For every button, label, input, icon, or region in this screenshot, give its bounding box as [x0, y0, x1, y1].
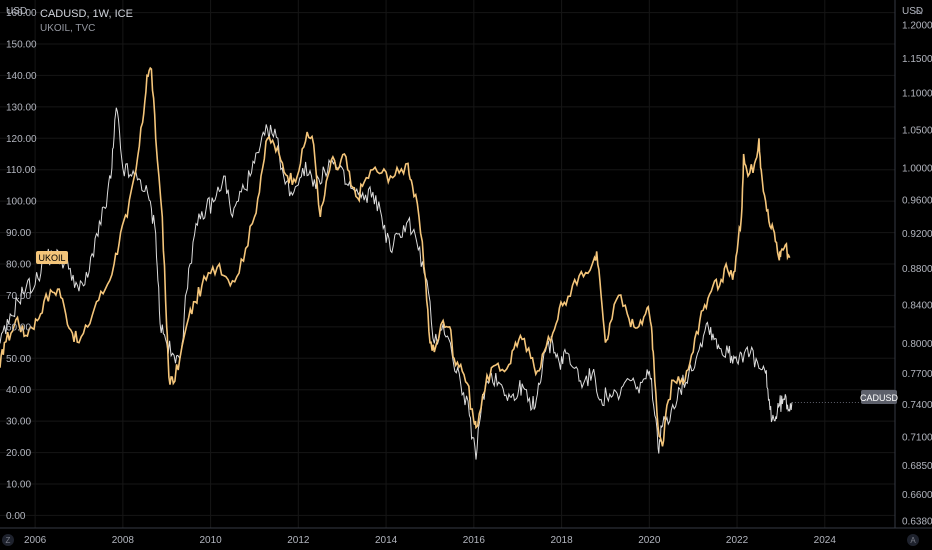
left-tick-label: 90.00: [6, 228, 31, 239]
chevron-up-icon[interactable]: [913, 9, 923, 15]
ukoil-badge-bg: [36, 251, 68, 264]
right-tick-label: 1.1000: [902, 89, 932, 100]
right-tick-label: 0.6600: [902, 490, 932, 501]
right-axis[interactable]: USD 1.2000 1.1500 1.1000 1.0500 1.0000 0.9600…: [894, 0, 932, 528]
left-tick-label: 70.00: [6, 291, 31, 302]
x-tick-label: 2006: [24, 535, 47, 546]
ukoil-last-value-badge[interactable]: UKOIL: [36, 251, 68, 264]
chart-title: CADUSD, 1W, ICE: [40, 8, 133, 20]
left-axis-unit: USD: [6, 6, 27, 17]
right-tick-label: 0.7700: [902, 369, 932, 380]
x-tick-label: 2012: [287, 535, 310, 546]
plot-area[interactable]: [0, 66, 793, 460]
legend: CADUSD, 1W, ICE UKOIL, TVC: [40, 8, 133, 34]
x-tick-label: 2024: [814, 535, 837, 546]
left-tick-label: 20.00: [6, 448, 31, 459]
series-line-ukoil: [0, 66, 791, 447]
left-tick-label: 60.00: [6, 322, 31, 333]
zoom-z-label: Z: [6, 536, 11, 545]
right-tick-label: 0.6380: [902, 517, 932, 528]
right-tick-label: 1.1500: [902, 54, 932, 65]
right-tick-label: 0.8000: [902, 339, 932, 350]
x-tick-label: 2008: [112, 535, 135, 546]
zoom-z-button[interactable]: Z: [2, 534, 14, 546]
left-tick-label: 10.00: [6, 480, 31, 491]
left-axis[interactable]: USD 160.00 150.00 140.00 130.00 120.00 110.00…: [6, 6, 37, 522]
right-tick-label: 1.2000: [902, 20, 932, 31]
left-tick-label: 100.00: [6, 197, 37, 208]
right-tick-label: 0.9200: [902, 229, 932, 240]
chart-subtitle: UKOIL, TVC: [40, 23, 95, 34]
right-tick-label: 0.9600: [902, 196, 932, 207]
cadusd-last-value-badge[interactable]: CADUSD: [860, 390, 899, 404]
right-tick-label: 0.8800: [902, 264, 932, 275]
left-tick-label: 110.00: [6, 165, 36, 176]
right-tick-label: 1.0500: [902, 125, 932, 136]
series-line-cadusd: [0, 107, 793, 460]
right-tick-label: 0.8400: [902, 301, 932, 312]
ukoil-badge-label: UKOIL: [38, 253, 65, 263]
right-tick-label: 0.7100: [902, 433, 932, 444]
x-tick-label: 2016: [463, 535, 486, 546]
left-tick-label: 50.00: [6, 354, 31, 365]
right-tick-label: 0.7400: [902, 400, 932, 411]
auto-scale-a-label: A: [910, 536, 916, 545]
auto-scale-a-button[interactable]: A: [907, 534, 919, 546]
x-tick-label: 2018: [550, 535, 573, 546]
left-tick-label: 80.00: [6, 260, 31, 271]
left-tick-label: 160.00: [6, 8, 37, 19]
cadusd-badge-label: CADUSD: [860, 393, 899, 403]
x-axis[interactable]: 2006 2008 2010 2012 2014 2016 2018 2020 2022 2024: [0, 527, 932, 546]
right-tick-label: 1.0000: [902, 164, 932, 175]
x-tick-label: 2014: [375, 535, 398, 546]
x-tick-label: 2022: [726, 535, 749, 546]
right-axis-unit: USD: [902, 6, 923, 17]
left-tick-label: 120.00: [6, 134, 37, 145]
left-tick-label: 140.00: [6, 71, 37, 82]
right-tick-label: 0.6850: [902, 461, 932, 472]
left-tick-label: 150.00: [6, 40, 37, 51]
left-tick-label: 40.00: [6, 385, 31, 396]
x-tick-label: 2010: [199, 535, 222, 546]
left-tick-label: 0.00: [6, 511, 26, 522]
left-tick-label: 30.00: [6, 417, 31, 428]
cadusd-badge-bg: [861, 390, 897, 404]
left-tick-label: 130.00: [6, 102, 37, 113]
x-tick-label: 2020: [638, 535, 661, 546]
